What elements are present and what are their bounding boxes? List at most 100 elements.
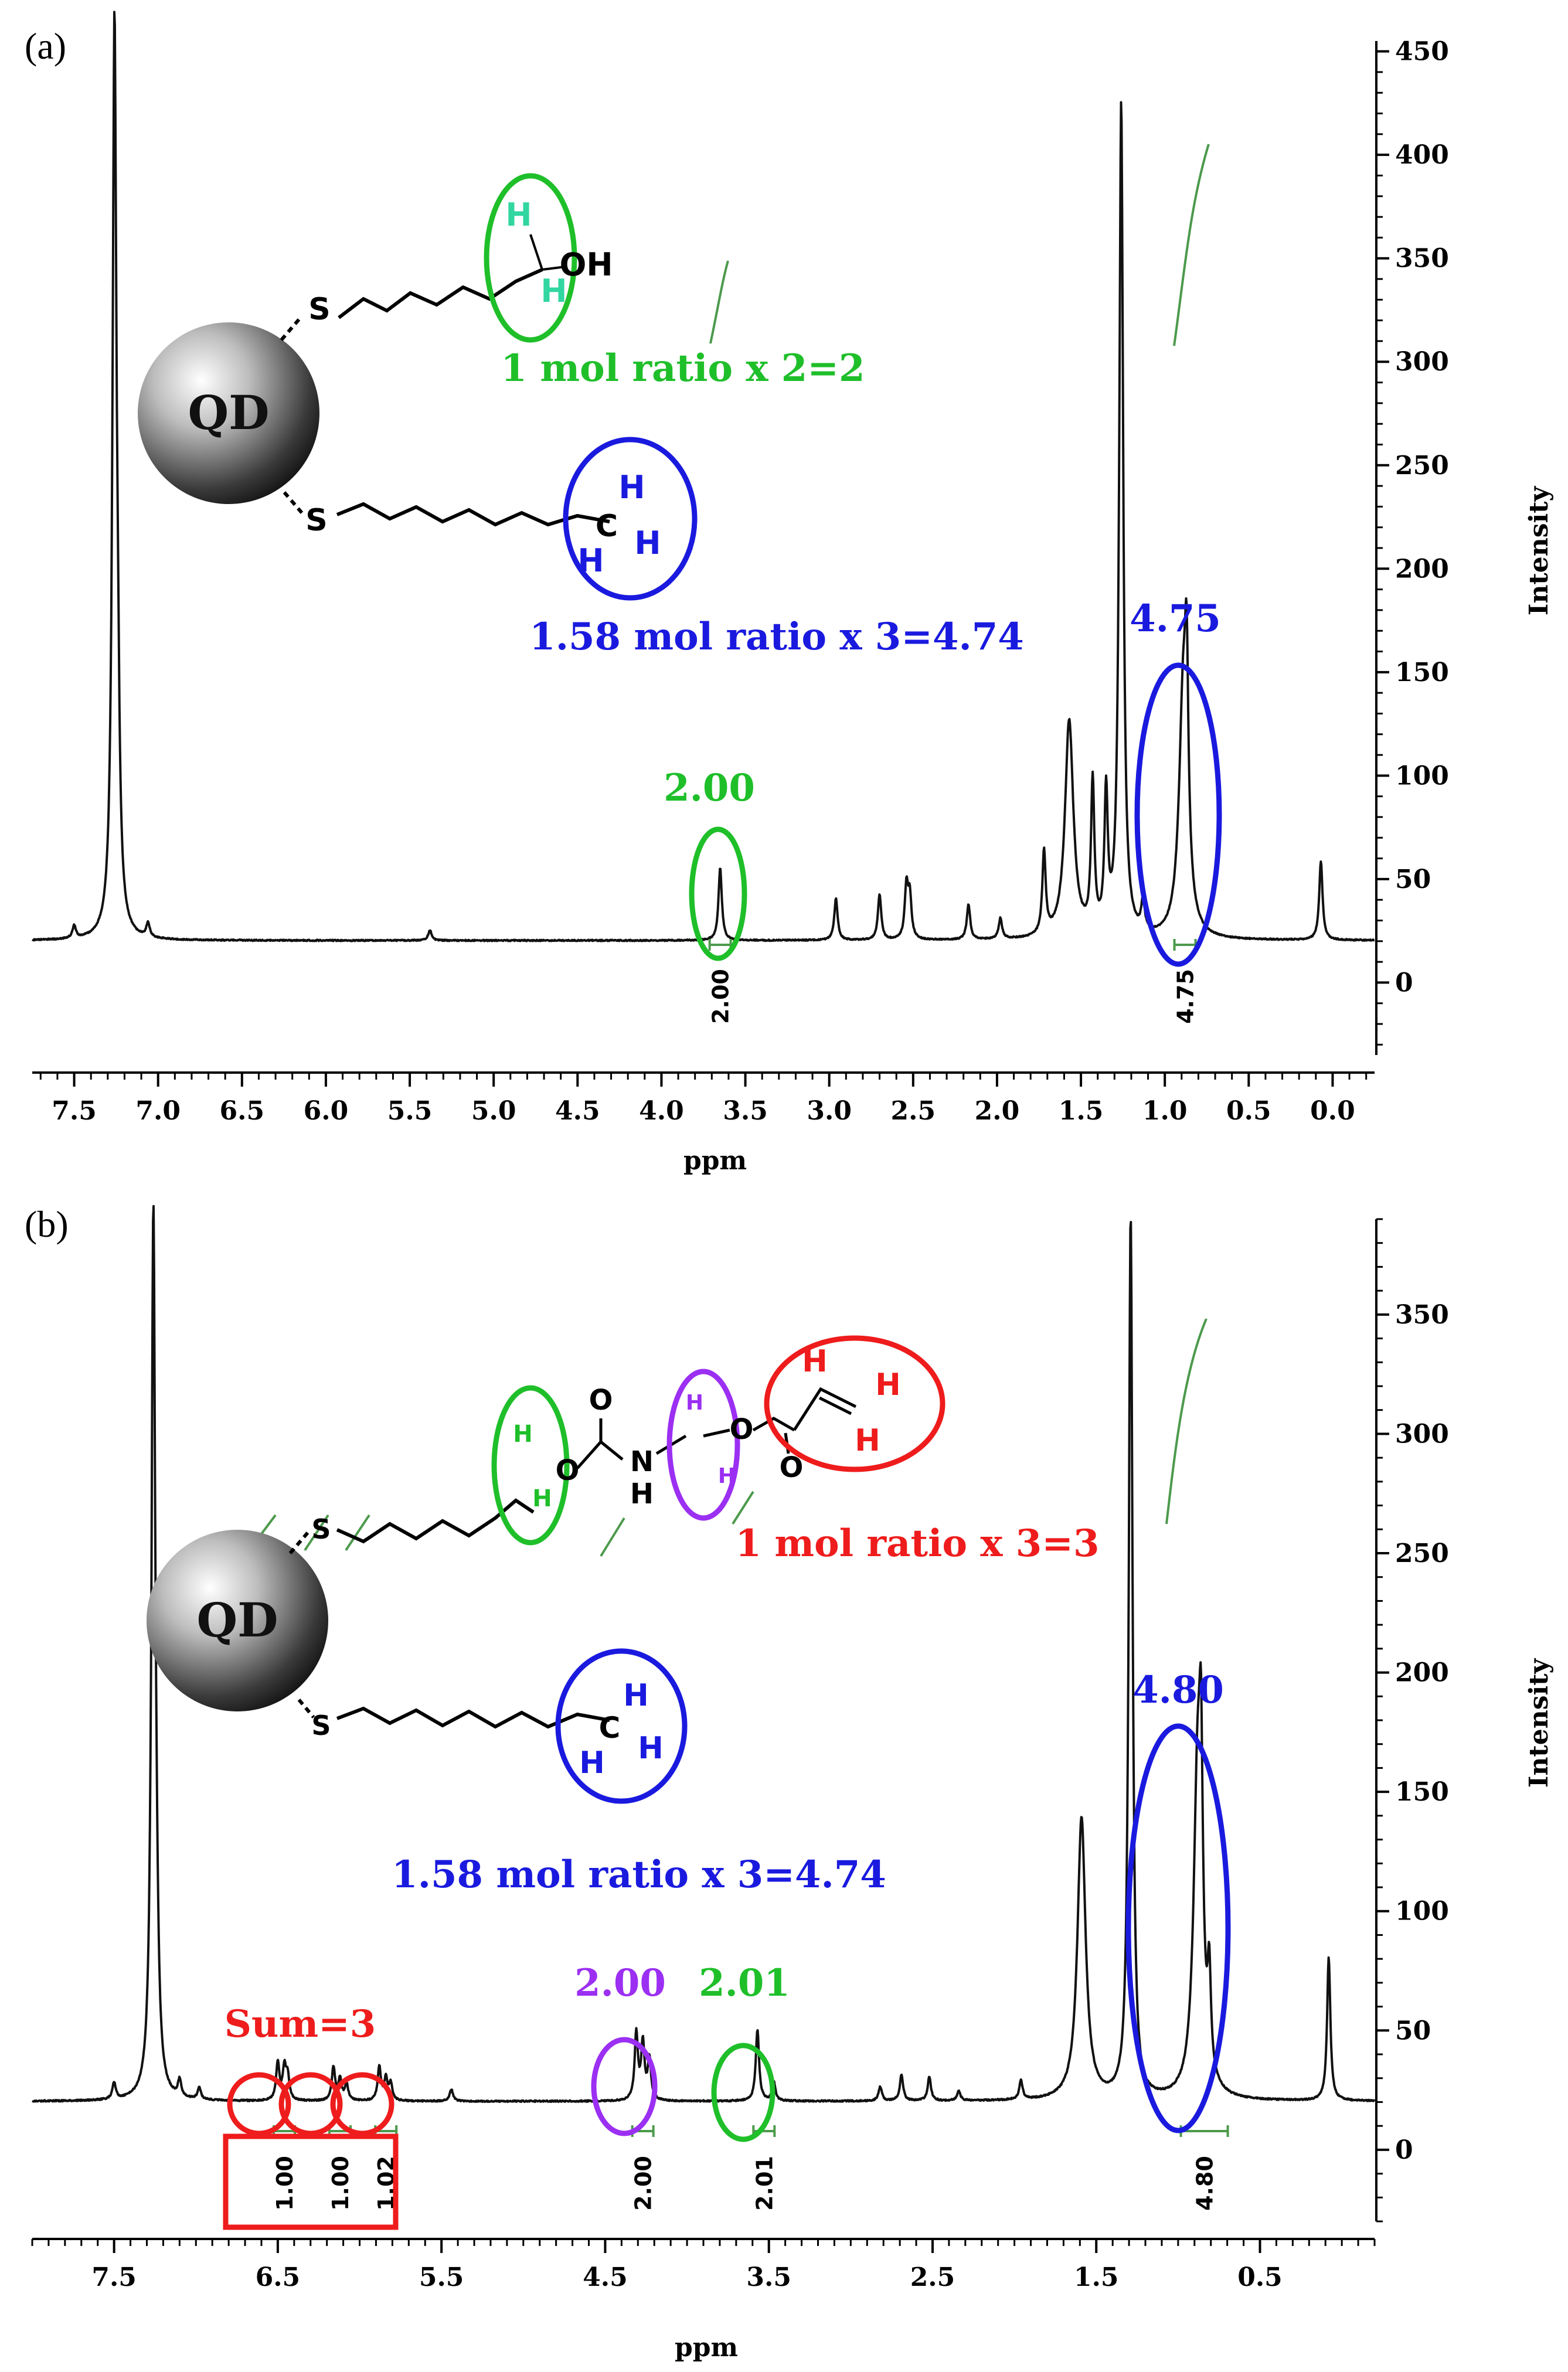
- panel-a-blue-ratio: 1.58 mol ratio x 3=4.74: [529, 615, 1024, 659]
- panel-a-bond-dashed-bottom: [284, 492, 302, 513]
- panel-a-y-axis-title: Intensity: [1524, 485, 1554, 615]
- y-tick-label: 300: [1395, 1419, 1449, 1449]
- panel-b-blue-ratio: 1.58 mol ratio x 3=4.74: [392, 1853, 886, 1897]
- panel-b-atom-c: C: [599, 1711, 621, 1745]
- panel-a-atom-s-top: S: [308, 292, 330, 327]
- panel-a: (a) 0 50 100 150 200 250 300 350 400 450 7.5 7.0 6.…: [25, 12, 1554, 1176]
- panel-b-vinyl-bonds: [794, 1389, 856, 1430]
- panel-b-atom-h5: H: [802, 1344, 828, 1379]
- panel-a-bond-ch2: [530, 234, 542, 270]
- y-tick-label: 100: [1395, 761, 1449, 791]
- y-tick-label: 350: [1395, 244, 1449, 274]
- panel-b-y-axis-title: Intensity: [1524, 1658, 1554, 1788]
- panel-b-integral-curve-3: [346, 1515, 369, 1550]
- y-tick-label: 250: [1395, 451, 1449, 481]
- y-tick-label: 100: [1395, 1897, 1449, 1927]
- panel-b-atom-o1: O: [556, 1454, 580, 1487]
- panel-b-vinyl-double-bond: [819, 1398, 851, 1414]
- panel-a-green-ratio: 1 mol ratio x 2=2: [501, 346, 865, 390]
- x-tick-label: 2.5: [910, 2262, 955, 2292]
- panel-b-atom-nh: H: [630, 1478, 654, 1510]
- panel-b-atom-h6: H: [875, 1367, 901, 1403]
- panel-a-bond-dashed-top: [281, 319, 299, 340]
- panel-b-purple-peak-ellipse: [594, 2040, 655, 2133]
- panel-b-x-axis-title: ppm: [675, 2333, 738, 2363]
- panel-a-x-ticks: 7.5 7.0 6.5 6.0 5.5 5.0 4.5 4.0 3.5 3.0 2.5 2.0 1.5 1…: [40, 1073, 1366, 1126]
- y-tick-label: 50: [1395, 865, 1431, 894]
- x-tick-label: 3.5: [723, 1096, 768, 1126]
- x-tick-label: 2.5: [891, 1096, 936, 1126]
- panel-b-purple-peak-value: 2.00: [574, 1961, 666, 2005]
- panel-b-qd-label: QD: [196, 1592, 278, 1648]
- x-tick-label: 6.5: [256, 2262, 301, 2292]
- panel-b-atom-h4: H: [718, 1464, 736, 1488]
- panel-b-blue-ch3-ellipse: [558, 1651, 685, 1801]
- y-tick-label: 200: [1395, 554, 1449, 584]
- x-tick-label: 1.0: [1142, 1096, 1188, 1126]
- panel-a-atom-h3: H: [618, 469, 645, 506]
- panel-b-atom-o2: O: [589, 1384, 613, 1417]
- panel-a-label: (a): [25, 25, 66, 67]
- x-tick-label: 4.5: [555, 1096, 600, 1126]
- y-tick-label: 300: [1395, 347, 1449, 377]
- y-tick-label: 350: [1395, 1300, 1449, 1330]
- x-tick-label: 1.5: [1074, 2262, 1119, 2292]
- panel-b-blue-peak-ellipse: [1128, 1726, 1228, 2131]
- panel-b-carbamate-bonds: [577, 1442, 623, 1468]
- panel-a-green-peak-value: 2.00: [664, 766, 755, 810]
- x-tick-label: 5.5: [387, 1096, 433, 1126]
- panel-b-bottom-alkyl-chain: [337, 1709, 610, 1727]
- panel-a-atom-h4: H: [634, 525, 661, 561]
- panel-a-atom-s-bottom: S: [305, 503, 327, 538]
- panel-b-blue-peak-value: 4.80: [1132, 1668, 1224, 1712]
- panel-b-green-peak-value: 2.01: [699, 1961, 790, 2005]
- x-tick-label: 0.5: [1226, 1096, 1271, 1126]
- x-tick-label: 7.0: [135, 1096, 181, 1126]
- panel-a-atom-h5: H: [577, 542, 604, 579]
- y-tick-label: 250: [1395, 1539, 1449, 1568]
- y-tick-label: 150: [1395, 1777, 1449, 1807]
- x-tick-label: 6.5: [220, 1096, 265, 1126]
- panel-b-atom-n: N: [630, 1445, 654, 1478]
- integral-value-label: 1.00: [272, 2156, 298, 2211]
- panel-b-atom-h9: H: [638, 1731, 664, 1766]
- panel-a-integral-curve-2: [1174, 144, 1209, 346]
- x-tick-label: 4.0: [639, 1096, 684, 1126]
- y-tick-label: 200: [1395, 1658, 1449, 1688]
- panel-a-atom-c: C: [596, 509, 618, 544]
- panel-b-atom-h10: H: [579, 1745, 605, 1781]
- panel-b-integral-curve-6: [1166, 1319, 1206, 1524]
- integral-value-label: 1.00: [328, 2156, 353, 2211]
- panel-b-atom-h2: H: [532, 1485, 552, 1512]
- integral-value-label: 2.00: [708, 969, 734, 1024]
- panel-b-bond-c-o: [703, 1430, 730, 1436]
- y-tick-label: 0: [1395, 968, 1413, 998]
- panel-b-label: (b): [25, 1203, 69, 1245]
- panel-b: (b) 0 50 100 150 200 250 300 350 7.5 6.5 5.5 4.5 3.…: [25, 1203, 1554, 2363]
- panel-a-atom-oh: OH: [559, 246, 613, 283]
- panel-b-integral-curve-5: [733, 1492, 753, 1524]
- x-tick-label: 0.5: [1237, 2262, 1283, 2292]
- panel-b-integral-curve-4: [601, 1518, 624, 1556]
- y-tick-label: 450: [1395, 37, 1449, 67]
- panel-b-atom-s-bottom: S: [311, 1710, 331, 1741]
- y-tick-label: 50: [1395, 2016, 1431, 2046]
- x-tick-label: 0.0: [1310, 1096, 1355, 1126]
- panel-b-atom-h1: H: [513, 1421, 532, 1448]
- panel-a-top-alkyl-chain: [339, 270, 542, 318]
- x-tick-label: 4.5: [583, 2262, 628, 2292]
- integral-value-label: 2.01: [751, 2156, 777, 2211]
- panel-a-x-axis-title: ppm: [683, 1146, 747, 1176]
- panel-b-atom-h3: H: [686, 1391, 703, 1415]
- y-tick-label: 150: [1395, 658, 1449, 688]
- integral-value-label: 2.00: [631, 2156, 657, 2211]
- x-tick-label: 5.0: [471, 1096, 516, 1126]
- panel-b-atom-h7: H: [855, 1423, 880, 1458]
- y-tick-label: 400: [1395, 140, 1449, 170]
- x-tick-label: 7.5: [52, 1096, 97, 1126]
- panel-b-red-integral-box: [226, 2136, 396, 2227]
- panel-a-integral-curve-1: [710, 261, 728, 343]
- y-tick-label: 0: [1395, 2135, 1413, 2165]
- panel-a-integrals: 2.00 4.75: [708, 939, 1199, 1024]
- nmr-figure: (a) 0 50 100 150 200 250 300 350 400 450 7.5 7.0 6.…: [0, 0, 1568, 2372]
